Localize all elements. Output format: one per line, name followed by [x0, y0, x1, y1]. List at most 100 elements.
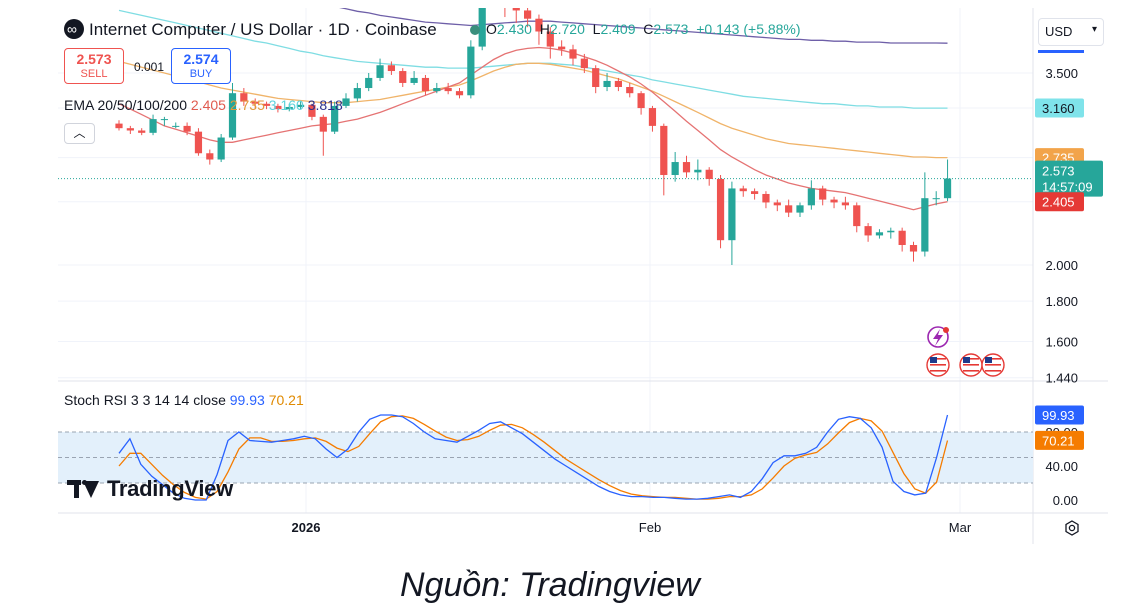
candle: [342, 93, 350, 109]
us-flag-icon[interactable]: [926, 353, 950, 377]
lightning-icon[interactable]: [927, 326, 949, 348]
candle: [751, 188, 759, 200]
candle: [943, 159, 952, 202]
candle: [297, 101, 305, 110]
stoch-legend[interactable]: Stoch RSI 3 3 14 14 close 99.93 70.21: [64, 392, 304, 408]
candle: [501, 0, 509, 18]
stoch-d-line: [118, 415, 949, 500]
source-caption: Nguồn: Tradingview: [400, 566, 700, 604]
high-value: 2.720: [549, 21, 585, 37]
candle: [308, 103, 316, 121]
buy-price: 2.574: [183, 51, 219, 67]
ema50-line: [118, 60, 948, 159]
candle: [376, 58, 384, 81]
candle: [444, 82, 452, 95]
change-value: +0.143 (+5.88%): [696, 21, 801, 37]
currency-underline: [1038, 50, 1084, 53]
candle: [331, 101, 339, 134]
candle: [705, 167, 713, 186]
candle: [932, 191, 940, 206]
ema200-value: 3.818: [307, 97, 343, 113]
candle: [648, 105, 657, 132]
price-chart[interactable]: 3.5002.0001.8001.6001.44080.0040.000.00 …: [58, 0, 1108, 544]
ema-legend[interactable]: EMA 20/50/100/200 2.405 2.735 3.160 3.81…: [64, 97, 343, 113]
ema200-line: [297, 0, 948, 44]
candle: [149, 114, 157, 136]
candle: [830, 196, 838, 209]
candle: [558, 40, 566, 56]
candle: [796, 202, 804, 218]
time-tick-label: 2026: [292, 520, 321, 535]
candle: [614, 77, 622, 92]
us-flag-icon[interactable]: [981, 353, 1005, 377]
candle: [739, 185, 747, 197]
settings-icon[interactable]: [1064, 520, 1080, 536]
market-status-icon: [470, 25, 480, 35]
candle: [875, 229, 884, 239]
candle: [251, 98, 259, 109]
candle: [921, 172, 929, 257]
candle: [228, 82, 237, 140]
stoch-k-line: [118, 414, 949, 501]
candle: [319, 114, 327, 156]
stoch-tick-label: 0.00: [1053, 493, 1078, 508]
candle: [694, 159, 702, 181]
spread-value: 0.001: [134, 60, 165, 74]
sell-label: SELL: [80, 68, 108, 80]
candle: [433, 82, 441, 94]
price-tick-label: 1.600: [1045, 335, 1078, 350]
stoch-k-price-label: 99.93: [1035, 405, 1084, 425]
sell-price: 2.573: [76, 51, 112, 67]
candle: [660, 123, 668, 196]
candle: [682, 155, 691, 178]
ema100-price-label: 3.160: [1035, 98, 1084, 118]
close-value: 2.573: [653, 21, 689, 37]
candle: [864, 223, 872, 242]
candle: [841, 196, 849, 210]
buy-label: BUY: [189, 68, 213, 80]
sell-button[interactable]: 2.573 SELL: [64, 48, 124, 84]
candle: [546, 27, 554, 59]
candle: [762, 191, 770, 209]
buy-button[interactable]: 2.574 BUY: [171, 48, 231, 84]
symbol-title[interactable]: Internet Computer / US Dollar · 1D · Coi…: [64, 19, 437, 40]
collapse-legend-button[interactable]: ︿: [64, 123, 95, 144]
currency-select[interactable]: USD ▾: [1038, 18, 1104, 46]
stoch-tick-label: 40.00: [1045, 459, 1078, 474]
candle: [569, 44, 577, 66]
svg-text:14:57:09: 14:57:09: [1042, 180, 1093, 195]
candle: [535, 14, 543, 45]
time-tick-label: Feb: [639, 520, 661, 535]
candle: [421, 74, 430, 96]
price-tick-label: 1.440: [1045, 371, 1078, 386]
candle: [365, 73, 373, 92]
svg-text:70.21: 70.21: [1042, 433, 1075, 448]
ema100-value: 3.160: [268, 97, 304, 113]
symbol-title-text: Internet Computer / US Dollar · 1D · Coi…: [89, 20, 437, 39]
candle: [455, 88, 464, 99]
stoch-d-price-label: 70.21: [1035, 430, 1084, 450]
candle: [716, 174, 725, 249]
candle: [898, 227, 906, 252]
candle: [194, 128, 203, 156]
candle: [637, 91, 645, 115]
ohlc-readout: O2.430 H2.720 L2.409 C2.573 +0.143 (+5.8…: [470, 21, 801, 37]
candle: [785, 199, 793, 218]
candle: [807, 180, 815, 210]
us-flag-icon[interactable]: [959, 353, 983, 377]
svg-text:2.405: 2.405: [1042, 195, 1075, 210]
candle: [138, 128, 146, 136]
candle: [853, 202, 861, 233]
candle: [819, 185, 827, 206]
candle: [728, 181, 736, 265]
candle: [592, 65, 600, 94]
candle: [115, 120, 123, 131]
price-tick-label: 3.500: [1045, 66, 1078, 81]
tradingview-logo-icon: [67, 478, 101, 498]
stoch-d-value: 70.21: [268, 392, 304, 408]
candle: [206, 149, 214, 165]
price-tick-label: 2.000: [1045, 258, 1078, 273]
icp-logo-icon: [64, 19, 84, 39]
low-value: 2.409: [600, 21, 636, 37]
